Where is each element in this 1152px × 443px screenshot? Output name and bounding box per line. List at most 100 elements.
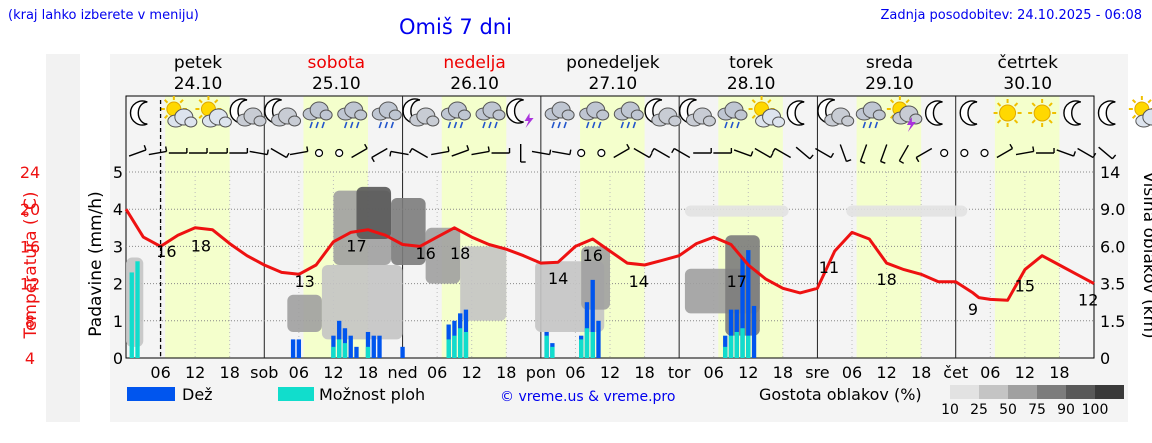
day-date: 25.10 xyxy=(312,74,361,94)
shower-bar xyxy=(446,339,451,358)
partly-cloudy-night-icon xyxy=(229,98,267,127)
rain-bar xyxy=(590,279,595,358)
cloud-puff xyxy=(872,109,886,121)
sun-ray xyxy=(163,114,169,119)
rain-cloud-icon xyxy=(544,101,575,129)
hour-tick-label: 06 xyxy=(980,363,1000,382)
hour-tick-label: 12 xyxy=(1015,363,1035,382)
hour-tick-label: 18 xyxy=(911,363,931,382)
rain-drop xyxy=(390,121,395,129)
cloud-puff xyxy=(561,109,575,121)
temperature-label: 14 xyxy=(548,269,568,288)
cloud-height-tick-label: 14 xyxy=(1100,163,1120,182)
sun-ray xyxy=(889,99,895,104)
location-menu-hint[interactable]: (kraj lahko izberete v meniju) xyxy=(8,8,199,23)
wind-barb-flag xyxy=(466,144,470,151)
shower-bar xyxy=(544,335,549,358)
hour-tick-label: 18 xyxy=(496,363,516,382)
rain-drop xyxy=(309,121,313,129)
rain-cloud-icon xyxy=(717,101,748,129)
moon-shape xyxy=(925,100,943,126)
sun-ray xyxy=(1048,102,1053,107)
temperature-label: 9 xyxy=(968,300,978,319)
wind-barb-flag xyxy=(1092,152,1097,158)
plot-border xyxy=(125,95,1095,359)
density-step-label: 50 xyxy=(999,402,1017,418)
rain-drop xyxy=(597,121,602,129)
hour-tick-label: 18 xyxy=(773,363,793,382)
wind-barb-flag xyxy=(1032,146,1035,152)
temperature-labels: 16 18 13 17 16 18 14 16 14 17 11 18 9 15 12 xyxy=(156,237,1098,319)
day-name: sobota xyxy=(308,53,366,73)
cloud-block xyxy=(581,246,610,310)
sun-ray xyxy=(198,99,203,104)
temperature-tick-label: 20 xyxy=(20,200,40,219)
thunder-night-icon xyxy=(506,98,534,128)
wind-barb-flag xyxy=(880,160,886,164)
temperature-tick-label: 8 xyxy=(25,312,35,331)
temperature-label: 17 xyxy=(727,272,747,291)
cloud-height-axis-title: Višina oblakov (km) xyxy=(1139,171,1152,338)
temperature-label: 14 xyxy=(629,272,649,291)
x-axis-labels: 06 12 18 06 12 18 sob 06 12 18 ned 06 12 18 pon 06 12 18 t… xyxy=(150,363,1069,382)
rain-drop xyxy=(488,121,492,129)
hour-tick-label: 12 xyxy=(462,363,482,382)
temperature-label: 18 xyxy=(876,270,896,289)
wind-barb xyxy=(754,147,771,159)
partly-cloudy-day-icon xyxy=(160,96,198,128)
density-swatch xyxy=(1066,385,1095,399)
moon-icon xyxy=(959,100,978,126)
legend-rain-swatch xyxy=(127,387,175,401)
wind-barb-flag xyxy=(915,157,920,163)
rain-drop xyxy=(620,121,625,129)
day-name: četrtek xyxy=(998,53,1059,73)
rain-bar xyxy=(746,250,751,358)
credit-link[interactable]: © vreme.us & vreme.pro xyxy=(500,389,675,405)
legend-shower-label: Možnost ploh xyxy=(319,385,425,404)
cloudy-night-icon xyxy=(264,98,302,127)
wind-barb-flag xyxy=(549,149,552,155)
cloud-block xyxy=(287,294,322,332)
left-axis-panel xyxy=(46,54,80,422)
sun-ray xyxy=(1131,114,1137,119)
sun-ray xyxy=(996,119,1002,124)
cloud-height-tick-label: 3.5 xyxy=(1100,275,1125,294)
moon-shape xyxy=(1063,100,1081,126)
wind-barb-flag xyxy=(750,151,754,157)
rain-cloud-icon xyxy=(337,101,368,129)
wind-barb xyxy=(249,150,268,156)
wind-barb xyxy=(148,150,167,156)
partly-cloudy-day-icon xyxy=(1128,96,1152,128)
lightning-bolt xyxy=(524,113,534,128)
sun-ray xyxy=(1031,102,1036,107)
temperature-label: 18 xyxy=(450,244,470,263)
rain-bar xyxy=(596,320,601,358)
rain-cloud-icon xyxy=(475,101,506,129)
sun-ray xyxy=(996,102,1002,107)
cloud-puff xyxy=(668,115,682,127)
day-name: petek xyxy=(174,53,222,73)
temperature-tick-label: 16 xyxy=(20,237,40,256)
legend-shower-swatch xyxy=(278,387,314,401)
hour-tick-label: 18 xyxy=(634,363,654,382)
cloud-density-layer xyxy=(126,186,968,347)
lightning-bolt xyxy=(906,117,916,132)
cloud-density-scale: 10 25 50 75 90 100 xyxy=(941,385,1124,418)
precip-tick-label: 5 xyxy=(113,163,123,182)
wind-barb xyxy=(915,147,933,159)
rain-drop xyxy=(626,121,631,129)
cloud-puff xyxy=(388,109,402,121)
precip-tick-label: 2 xyxy=(113,275,123,294)
day-abbr-label: pon xyxy=(526,363,556,382)
wind-barb xyxy=(351,147,368,159)
wind-calm-circle xyxy=(335,148,344,158)
precip-tick-label: 3 xyxy=(113,237,123,256)
sun-ray xyxy=(214,99,219,104)
wind-barb-flag xyxy=(408,148,413,154)
sun-disc xyxy=(999,104,1017,122)
shower-bar xyxy=(458,328,463,358)
cloud-density-label: Gostota oblakov (%) xyxy=(759,385,922,404)
precip-bars xyxy=(129,250,757,358)
